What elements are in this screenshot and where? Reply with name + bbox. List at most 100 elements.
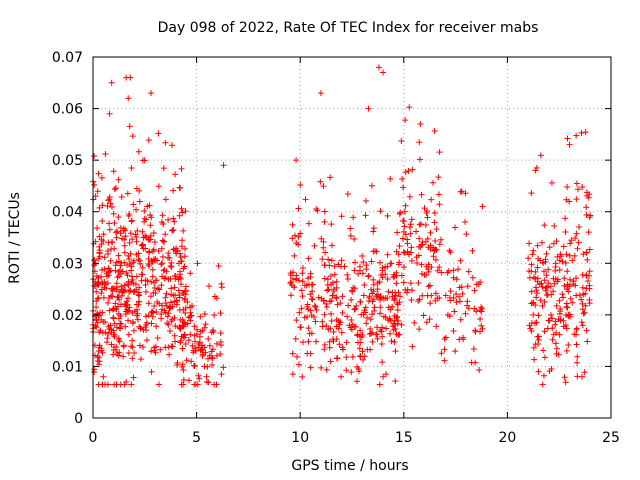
data-point [176, 294, 183, 301]
data-point [557, 251, 564, 258]
data-point [570, 278, 577, 285]
data-point [435, 191, 442, 198]
data-point [172, 272, 179, 279]
data-point [578, 319, 585, 326]
data-point [100, 318, 107, 325]
data-point [139, 241, 146, 248]
data-point [106, 196, 113, 203]
data-point [338, 213, 345, 220]
data-point [526, 240, 533, 247]
data-point [157, 346, 164, 353]
data-point [406, 193, 413, 200]
data-point [209, 327, 216, 334]
y-tick-label: 0.05 [52, 153, 83, 169]
data-point [126, 255, 133, 262]
data-point [118, 194, 125, 201]
data-point [416, 326, 423, 333]
data-point [164, 313, 171, 320]
data-point [126, 287, 133, 294]
data-point [136, 284, 143, 291]
data-point [130, 374, 137, 381]
data-point [326, 344, 333, 351]
data-point [205, 335, 212, 342]
data-point [551, 280, 558, 287]
data-point [163, 290, 170, 297]
data-point [159, 302, 166, 309]
data-point [115, 252, 122, 259]
data-point [400, 228, 407, 235]
data-point [166, 303, 173, 310]
data-point [388, 260, 395, 267]
data-point [199, 351, 206, 358]
data-point [401, 208, 408, 215]
data-point [201, 344, 208, 351]
data-point [344, 190, 351, 197]
data-point [171, 332, 178, 339]
data-point [334, 301, 341, 308]
data-points [90, 64, 594, 388]
data-point [573, 359, 580, 366]
data-point [582, 302, 589, 309]
data-point [462, 219, 469, 226]
data-point [197, 313, 204, 320]
data-point [367, 330, 374, 337]
data-point [402, 202, 409, 209]
data-point [539, 381, 546, 388]
data-point [450, 328, 457, 335]
data-point [477, 307, 484, 314]
data-point [166, 327, 173, 334]
data-point [323, 322, 330, 329]
data-point [409, 287, 416, 294]
data-point [441, 335, 448, 342]
data-point [218, 371, 225, 378]
data-point [560, 317, 567, 324]
data-point [407, 249, 414, 256]
data-point [206, 342, 213, 349]
data-point [119, 235, 126, 242]
data-point [108, 203, 115, 210]
data-point [453, 299, 460, 306]
data-point [95, 274, 102, 281]
data-point [101, 254, 108, 261]
data-point [175, 276, 182, 283]
data-point [168, 263, 175, 270]
data-point [349, 321, 356, 328]
data-point [400, 279, 407, 286]
data-point [183, 287, 190, 294]
data-point [388, 338, 395, 345]
data-point [324, 276, 331, 283]
data-point [560, 243, 567, 250]
data-point [419, 292, 426, 299]
data-point [370, 228, 377, 235]
data-point [473, 281, 480, 288]
data-point [393, 248, 400, 255]
data-point [94, 188, 101, 195]
data-point [425, 283, 432, 290]
data-point [368, 286, 375, 293]
data-point [392, 378, 399, 385]
data-point [127, 260, 134, 267]
data-point [365, 105, 372, 112]
data-point [110, 168, 117, 175]
data-point [312, 318, 319, 325]
data-point [452, 348, 459, 355]
data-point [111, 245, 118, 252]
data-point [545, 266, 552, 273]
data-point [305, 338, 312, 345]
data-point [374, 324, 381, 331]
data-point [447, 294, 454, 301]
data-point [395, 317, 402, 324]
data-point [131, 350, 138, 357]
data-point [549, 336, 556, 343]
data-point [554, 276, 561, 283]
data-point [108, 329, 115, 336]
data-point [350, 214, 357, 221]
data-point [445, 267, 452, 274]
data-point [359, 270, 366, 277]
data-point [144, 203, 151, 210]
data-point [129, 236, 136, 243]
data-point [150, 246, 157, 253]
data-point [542, 256, 549, 263]
data-point [431, 247, 438, 254]
data-point [164, 320, 171, 327]
